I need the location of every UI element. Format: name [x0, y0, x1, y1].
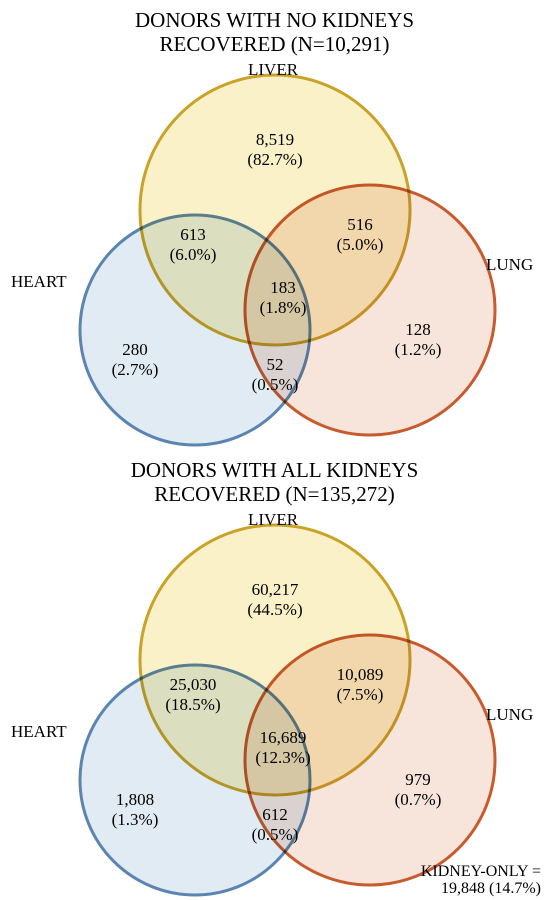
venn-diagram-no-kidneys: DONORS WITH NO KIDNEYS RECOVERED (N=10,2… — [0, 0, 549, 450]
region-liver-lung: 516 (5.0%) — [310, 215, 410, 254]
region-heart-liver: 613 (6.0%) — [143, 225, 243, 264]
venn-diagram-all-kidneys: DONORS WITH ALL KIDNEYS RECOVERED (N=135… — [0, 450, 549, 900]
label-heart: HEART — [11, 272, 67, 292]
region-liver-only: 8,519 (82.7%) — [225, 130, 325, 169]
region-heart-liver: 25,030 (18.5%) — [143, 675, 243, 714]
region-lung-only: 979 (0.7%) — [368, 770, 468, 809]
region-heart-lung: 612 (0.5%) — [225, 805, 325, 844]
label-heart: HEART — [11, 722, 67, 742]
region-heart-lung: 52 (0.5%) — [225, 355, 325, 394]
region-heart-only: 280 (2.7%) — [85, 340, 185, 379]
region-all-three: 183 (1.8%) — [233, 278, 333, 317]
region-liver-lung: 10,089 (7.5%) — [310, 665, 410, 704]
label-liver: LIVER — [248, 60, 298, 80]
label-lung: LUNG — [486, 705, 533, 725]
region-lung-only: 128 (1.2%) — [368, 320, 468, 359]
region-all-three: 16,689 (12.3%) — [233, 728, 333, 767]
region-heart-only: 1,808 (1.3%) — [85, 790, 185, 829]
label-lung: LUNG — [486, 255, 533, 275]
label-liver: LIVER — [248, 510, 298, 530]
region-liver-only: 60,217 (44.5%) — [225, 580, 325, 619]
kidney-only-footnote: KIDNEY-ONLY = 19,848 (14.7%) — [421, 863, 541, 898]
